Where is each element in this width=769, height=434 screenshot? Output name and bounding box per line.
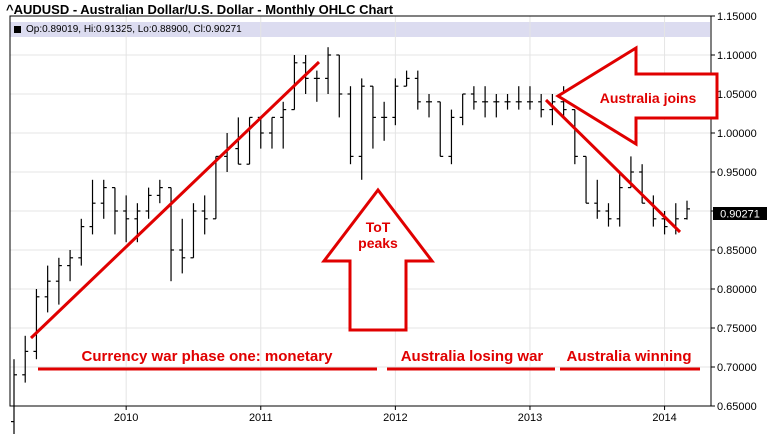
ohlc-bar: [11, 359, 17, 434]
ohlc-bar: [325, 47, 332, 94]
x-tick-label: 2014: [652, 412, 676, 424]
ohlc-bar: [549, 94, 556, 126]
ohlc-bar: [426, 94, 433, 118]
annotations: Australia joins ToT peaks Currency war p…: [29, 45, 719, 371]
ohlc-bar: [392, 78, 399, 126]
y-tick-label: 1.00000: [717, 128, 757, 140]
ohlc-readout-bar: [10, 22, 710, 37]
ohlc-bar: [347, 86, 354, 165]
ohlc-bar: [459, 93, 466, 126]
ohlc-bar: [67, 250, 74, 282]
x-axis: 2010 2011 2012 2013 2014: [114, 406, 677, 424]
ohlc-bar: [571, 108, 578, 165]
downtrend-line: [544, 98, 682, 234]
ohlc-bar: [190, 203, 197, 259]
ohlc-bar: [246, 116, 253, 165]
last-close-background: [713, 207, 767, 220]
ohlc-bar: [111, 187, 118, 235]
y-tick-label: 0.85000: [717, 245, 757, 257]
ohlc-bar: [123, 195, 130, 243]
ohlc-bar: [414, 70, 421, 110]
ohlc-bar: [156, 179, 163, 204]
ohlc-bar: [336, 54, 343, 118]
ohlc-bar: [482, 86, 489, 118]
ohlc-bar: [470, 86, 477, 110]
ohlc-bar: [583, 155, 590, 204]
ohlc-bar: [515, 86, 522, 110]
y-axis: 0.650000.700000.750000.800000.850000.900…: [711, 11, 757, 413]
ohlc-bar: [616, 172, 623, 227]
readout-marker-icon: [14, 26, 21, 33]
australia-joins-label: Australia joins: [600, 90, 697, 106]
ohlc-bar: [448, 109, 455, 165]
last-close-label: 0.90271: [720, 209, 760, 221]
y-tick-label: 0.75000: [717, 323, 757, 335]
ohlc-bar: [313, 70, 320, 102]
up-arrow-icon: [320, 187, 436, 332]
ohlc-bar: [381, 101, 388, 141]
ohlc-bar: [594, 179, 601, 219]
ohlc-bar: [280, 101, 287, 149]
y-tick-label: 0.95000: [717, 167, 757, 179]
x-tick-label: 2011: [249, 412, 273, 424]
ohlc-bar: [493, 94, 500, 118]
ohlc-bar: [403, 70, 410, 87]
ohlc-readout: Op:0.89019, Hi:0.91325, Lo:0.88900, Cl:0…: [26, 24, 242, 35]
tot-peaks-label-line1: ToT: [366, 219, 391, 235]
tot-peaks-label-line2: peaks: [358, 235, 398, 251]
ohlc-bar: [145, 187, 152, 219]
ohlc-bar: [369, 85, 376, 149]
left-arrow-icon: [555, 45, 719, 147]
y-tick-label: 0.80000: [717, 284, 757, 296]
ohlc-bar: [212, 155, 219, 220]
ohlc-bar: [44, 265, 51, 313]
x-tick-label: 2012: [383, 412, 407, 424]
ohlc-bar: [55, 257, 62, 305]
ohlc-bar: [684, 200, 690, 220]
y-tick-label: 0.65000: [717, 401, 757, 413]
y-tick-label: 1.15000: [717, 11, 757, 23]
ohlc-bar: [78, 218, 85, 266]
ohlc-bar: [201, 195, 208, 235]
winning-label: Australia winning: [566, 348, 691, 365]
ohlc-bar: [526, 86, 533, 110]
ohlc-bar: [605, 203, 612, 227]
phase-one-label: Currency war phase one: monetary: [82, 348, 334, 365]
ohlc-bar: [22, 335, 29, 383]
ohlc-bar: [33, 289, 40, 360]
x-tick-label: 2013: [518, 412, 542, 424]
y-tick-label: 0.70000: [717, 362, 757, 374]
ohlc-bar: [89, 179, 96, 235]
ohlc-bar: [100, 179, 107, 219]
y-tick-label: 1.10000: [717, 50, 757, 62]
ohlc-bar: [504, 94, 511, 110]
ohlc-bar: [179, 218, 186, 274]
ohlc-bar: [268, 116, 275, 149]
ohlc-bar: [291, 55, 298, 111]
ohlc-bars: [11, 47, 690, 434]
uptrend-line: [29, 60, 321, 340]
ohlc-bar: [437, 101, 444, 157]
ohlc-bar: [538, 94, 545, 118]
x-tick-label: 2010: [114, 412, 138, 424]
chart-title: ^AUDUSD - Australian Dollar/U.S. Dollar …: [6, 2, 394, 17]
losing-war-label: Australia losing war: [401, 348, 544, 365]
ohlc-bar: [358, 78, 365, 180]
last-close-label-group: 0.90271: [713, 207, 767, 221]
y-tick-label: 1.05000: [717, 89, 757, 101]
